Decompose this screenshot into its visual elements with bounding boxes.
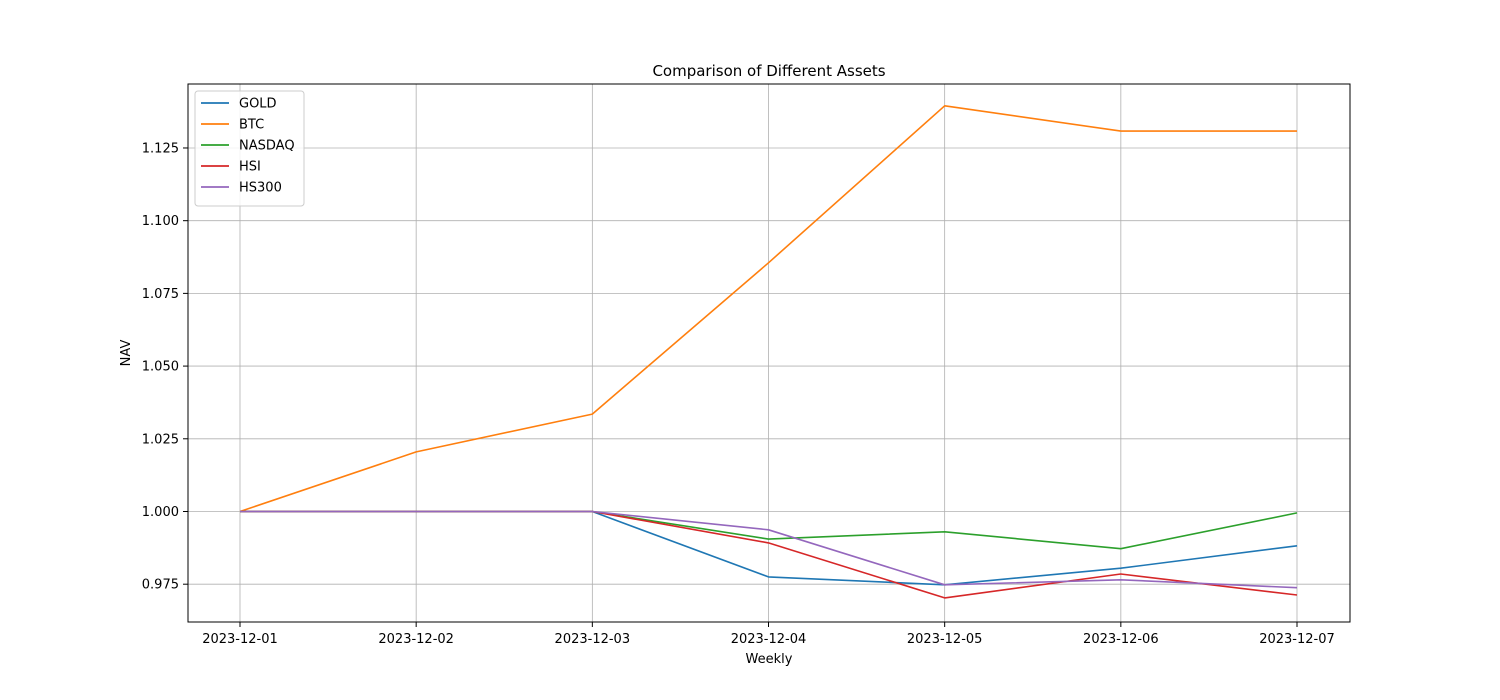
y-tick-label: 1.125 [142,141,179,156]
series-line-hs300 [240,510,1298,589]
plot-area-frame [187,83,1351,623]
legend-label: HS300 [239,181,282,196]
legend-label: NASDAQ [239,139,295,154]
x-tick-label: 2023-12-07 [1259,632,1335,647]
legend: GOLD BTC NASDAQ HSI HS300 [194,90,305,207]
legend-label: BTC [239,118,264,133]
x-tick-label: 2023-12-03 [555,632,631,647]
legend-label: GOLD [239,97,277,112]
y-axis-ticks: 0.975 1.000 1.025 1.050 1.075 1.100 1.125 [142,141,188,593]
x-axis-label: Weekly [746,652,793,667]
y-tick-label: 1.100 [142,214,179,229]
y-tick-label: 1.025 [142,432,179,447]
legend-box [194,90,305,207]
series-lines [239,105,1298,599]
y-tick-label: 1.050 [142,360,179,375]
x-tick-label: 2023-12-06 [1083,632,1159,647]
grid-lines [188,84,1350,622]
legend-label: HSI [239,160,261,175]
chart-title: Comparison of Different Assets [652,62,885,80]
y-tick-label: 0.975 [142,578,179,593]
y-tick-label: 1.000 [142,505,179,520]
x-tick-label: 2023-12-01 [202,632,278,647]
x-tick-label: 2023-12-04 [731,632,807,647]
x-axis-ticks: 2023-12-01 2023-12-02 2023-12-03 2023-12-04… [202,622,1335,647]
x-tick-label: 2023-12-05 [907,632,983,647]
y-tick-label: 1.075 [142,287,179,302]
y-axis-label: NAV [119,340,134,367]
series-line-btc [239,105,1297,513]
x-tick-label: 2023-12-02 [378,632,454,647]
